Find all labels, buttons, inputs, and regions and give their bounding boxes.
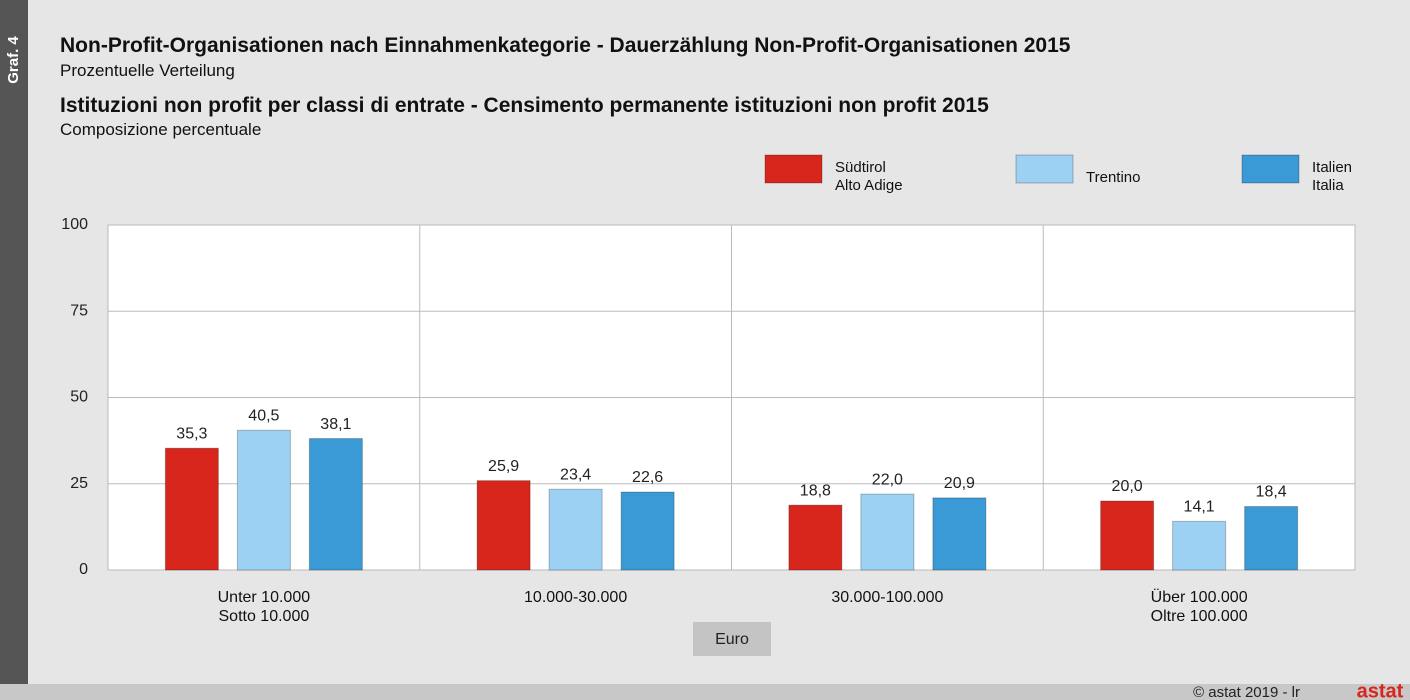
y-tick-label: 75 <box>70 302 88 319</box>
legend-label: Trentino <box>1086 169 1141 186</box>
legend-label: Südtirol Alto Adige <box>835 159 903 194</box>
side-label: Graf. 4 <box>5 36 22 84</box>
x-tick-label: 30.000-100.000 <box>831 589 944 606</box>
y-tick-label: 50 <box>70 389 88 406</box>
data-label: 25,9 <box>488 458 519 475</box>
bar <box>860 493 915 571</box>
x-label-box <box>693 622 771 656</box>
bar <box>620 491 675 571</box>
legend-swatch <box>1015 154 1074 184</box>
data-label: 20,9 <box>944 475 975 492</box>
legend-swatch <box>1241 154 1300 184</box>
data-label: 18,8 <box>800 482 831 499</box>
bar <box>788 504 843 571</box>
bar <box>308 438 363 571</box>
data-label: 22,6 <box>632 469 663 486</box>
x-tick-label: Unter 10.000 Sotto 10.000 <box>217 589 311 625</box>
y-tick-label: 100 <box>61 216 88 233</box>
bar <box>476 480 531 571</box>
data-label: 23,4 <box>560 466 591 483</box>
bar <box>164 447 219 571</box>
bar <box>236 429 291 571</box>
subtitle: Prozentuelle Verteilung <box>60 61 235 80</box>
legend-swatch <box>764 154 823 184</box>
y-tick-label: 0 <box>79 561 88 578</box>
y-tick-label: 25 <box>70 475 88 492</box>
footer-bar <box>0 684 1410 700</box>
data-label: 14,1 <box>1184 499 1215 516</box>
data-label: 38,1 <box>320 416 351 433</box>
bar <box>932 497 987 571</box>
x-tick-label: Über 100.000 Oltre 100.000 <box>1150 589 1248 625</box>
legend-label: Italien Italia <box>1312 159 1353 194</box>
data-label: 20,0 <box>1112 478 1143 495</box>
x-tick-label: 10.000-30.000 <box>524 589 628 606</box>
bar <box>1100 500 1155 571</box>
logo: astat <box>1357 680 1404 700</box>
source: © astat 2019 - lr <box>1193 684 1300 700</box>
x-axis-label: Euro <box>715 631 749 648</box>
data-label: 35,3 <box>176 425 207 442</box>
data-label: 22,0 <box>872 471 903 488</box>
bar <box>1244 506 1299 571</box>
bar <box>548 488 603 571</box>
bar <box>1172 520 1227 571</box>
data-label: 40,5 <box>248 407 279 424</box>
title2: Istituzioni non profit per classi di ent… <box>60 94 989 117</box>
subtitle2: Composizione percentuale <box>60 120 262 139</box>
side-strip <box>0 0 28 700</box>
data-label: 18,4 <box>1256 484 1287 501</box>
title: Non-Profit-Organisationen nach Einnahmen… <box>60 34 1071 57</box>
